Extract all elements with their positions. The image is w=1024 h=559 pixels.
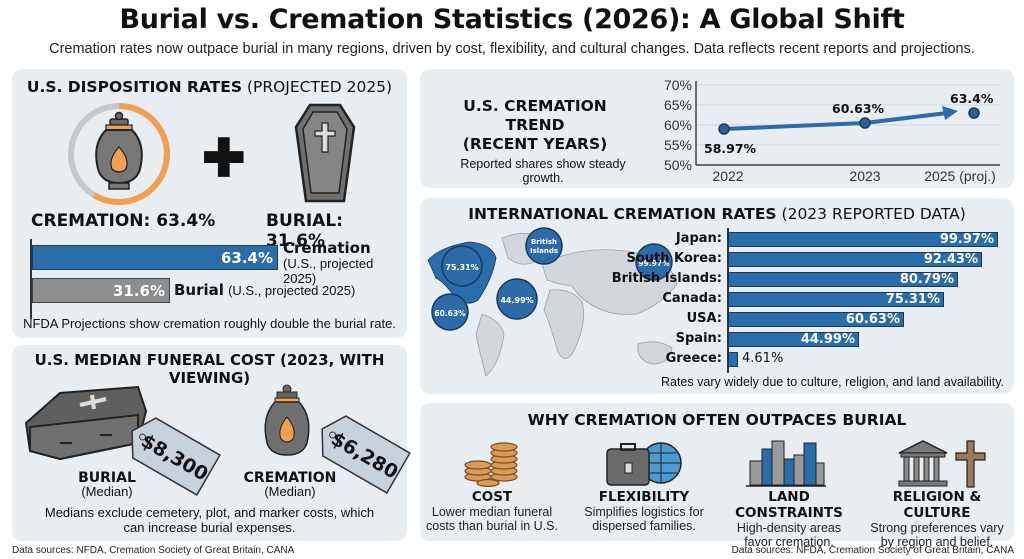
urn-icon <box>264 384 310 456</box>
disposition-panel: U.S. DISPOSITION RATES (PROJECTED 2025) … <box>12 69 407 338</box>
trend-panel: U.S. CREMATION TREND (RECENT YEARS) Repor… <box>420 69 1014 188</box>
x-tick: 2025 (proj.) <box>924 168 996 184</box>
svg-text:99.97%: 99.97% <box>638 259 670 268</box>
why-panel: WHY CREMATION OFTEN OUTPACES BURIAL COST… <box>420 403 1014 549</box>
coins-icon <box>464 442 518 487</box>
map-bubble: 75.31% British Islands 99.97% 44.99% 60.… <box>431 227 673 331</box>
intl-label: Greece: <box>665 351 722 366</box>
world-map: 75.31% British Islands 99.97% 44.99% 60.… <box>427 227 678 377</box>
intl-label: Japan: <box>675 231 722 246</box>
plus-icon: ✚ <box>202 130 246 188</box>
international-panel: INTERNATIONAL CREMATION RATES (2023 REPO… <box>420 198 1014 394</box>
intl-axis <box>727 228 729 373</box>
x-tick: 2022 <box>712 168 743 184</box>
price-tag-cremation: $6,280 <box>321 415 411 494</box>
cost-panel: U.S. MEDIAN FUNERAL COST (2023, WITH VIE… <box>12 345 411 541</box>
y-tick: 60% <box>664 117 692 133</box>
trend-line-chart: 70% 65% 60% 55% 50% 58.97% 60.63% 63.4% … <box>664 77 1000 184</box>
intl-bar: 60.63% <box>728 312 904 327</box>
sources-right: Data sources: NFDA, Cremation Society of… <box>731 545 1014 556</box>
why-item-land: LAND CONSTRAINTS High-density areas favor … <box>735 489 843 549</box>
intl-label: Canada: <box>662 291 722 306</box>
coffin-icon <box>24 385 148 461</box>
intl-bar: 92.43% <box>728 252 982 267</box>
cremation-bar: 63.4% <box>32 245 278 270</box>
y-tick: 65% <box>664 97 692 113</box>
bar-axis <box>30 239 32 319</box>
disposition-title: U.S. DISPOSITION RATES (PROJECTED 2025) <box>26 78 393 96</box>
y-tick: 50% <box>664 157 692 173</box>
coffin-cross-icon <box>294 103 356 203</box>
svg-text:British: British <box>531 238 557 246</box>
burial-bar: 31.6% <box>32 278 170 303</box>
intl-bar: 99.97% <box>728 232 998 247</box>
trend-note: Reported shares show steady growth. <box>460 157 626 185</box>
intl-bar: 44.99% <box>728 332 859 347</box>
intl-label: South Korea: <box>626 251 722 266</box>
intl-label: British Islands: <box>611 271 722 286</box>
burial-rate-label: BURIAL: 31.6% <box>266 211 343 251</box>
cost-title: U.S. MEDIAN FUNERAL COST (2023, WITH VIE… <box>34 351 385 387</box>
price-tag-burial: $8,300 <box>131 417 221 496</box>
disposition-note: NFDA Projections show cremation roughly … <box>23 316 396 331</box>
trend-title: U.S. CREMATION TREND (RECENT YEARS) <box>462 97 608 153</box>
why-title: WHY CREMATION OFTEN OUTPACES BURIAL <box>527 411 907 429</box>
suitcase-globe-icon <box>606 442 682 486</box>
burial-bar-label: Burial (U.S., projected 2025) <box>174 281 356 299</box>
intl-bar-value: 4.61% <box>742 351 784 366</box>
x-tick: 2023 <box>849 168 880 184</box>
svg-text:44.99%: 44.99% <box>500 296 533 305</box>
y-tick: 70% <box>664 77 692 93</box>
intl-bar: 75.31% <box>728 292 944 307</box>
point-label: 63.4% <box>950 91 994 106</box>
svg-text:Islands: Islands <box>530 247 558 255</box>
y-tick: 55% <box>664 137 692 153</box>
page-subtitle: Cremation rates now outpace burial in ma… <box>49 41 975 57</box>
cremation-bar-label: Cremation (U.S., projected 2025) <box>283 239 374 287</box>
city-skyline-icon <box>746 440 826 487</box>
cost-note: Medians exclude cemetery, plot, and mark… <box>44 505 375 535</box>
cremation-rate-label: CREMATION: 63.4% <box>31 211 216 231</box>
international-title: INTERNATIONAL CREMATION RATES (2023 REPO… <box>468 205 966 223</box>
why-item-cost: COST Lower median funeral costs than buria… <box>425 489 558 533</box>
page-title: Burial vs. Cremation Statistics (2026): … <box>119 4 905 35</box>
intl-bar: 80.79% <box>728 272 958 287</box>
intl-label: USA: <box>686 311 722 326</box>
intl-bar <box>728 352 738 367</box>
urn-flame-icon <box>68 103 170 205</box>
point-label: 58.97% <box>704 141 757 156</box>
cremation-cost-label: CREMATION (Median) <box>243 470 337 499</box>
why-item-religion: RELIGION & CULTURE Strong preferences var… <box>870 489 1004 549</box>
sources-left: Data sources: NFDA, Cremation Society of… <box>12 545 295 556</box>
international-note: Rates vary widely due to culture, religi… <box>660 375 1004 389</box>
svg-text:75.31%: 75.31% <box>445 263 478 272</box>
burial-cost-label: BURIAL (Median) <box>78 470 136 499</box>
point-label: 60.63% <box>832 101 885 116</box>
svg-text:60.63%: 60.63% <box>434 309 466 318</box>
temple-cross-icon <box>898 440 986 488</box>
intl-label: Spain: <box>675 331 722 346</box>
why-item-flexibility: FLEXIBILITY Simplifies logistics for dispe… <box>584 489 704 533</box>
